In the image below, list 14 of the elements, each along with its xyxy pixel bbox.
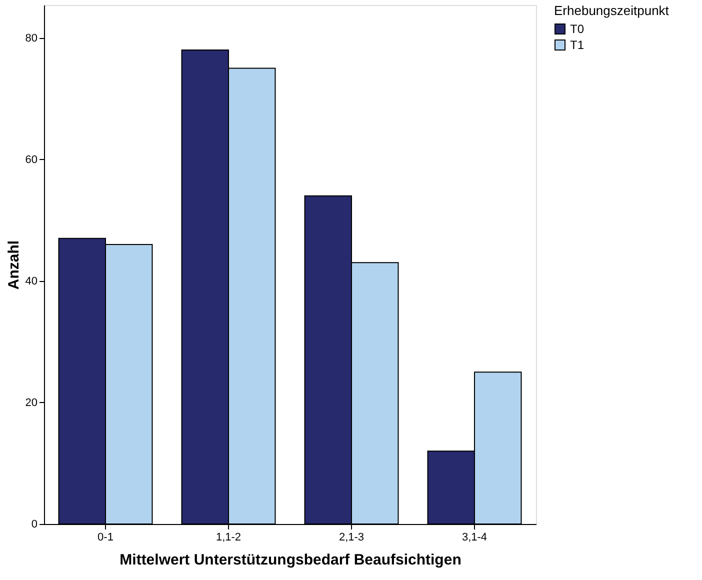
y-tick-label: 80 [25,32,38,44]
legend-label: T0 [570,22,584,36]
y-tick-label: 20 [25,396,38,409]
legend-label: T1 [570,38,584,52]
y-tick-label: 60 [25,154,38,166]
x-axis-title: Mittelwert Unterstützungsbedarf Beaufsichtigen [120,552,462,568]
legend-title: Erhebungszeitpunkt [554,3,670,18]
x-tick-label: 3,1-4 [462,532,488,544]
y-axis-title: Anzahl [5,240,22,290]
x-tick-label: 0-1 [98,532,114,544]
y-tick-label: 40 [25,275,38,288]
x-tick-label: 2,1-3 [338,532,364,544]
x-tick-label: 1,1-2 [216,532,242,544]
y-tick-label: 0 [31,518,38,530]
